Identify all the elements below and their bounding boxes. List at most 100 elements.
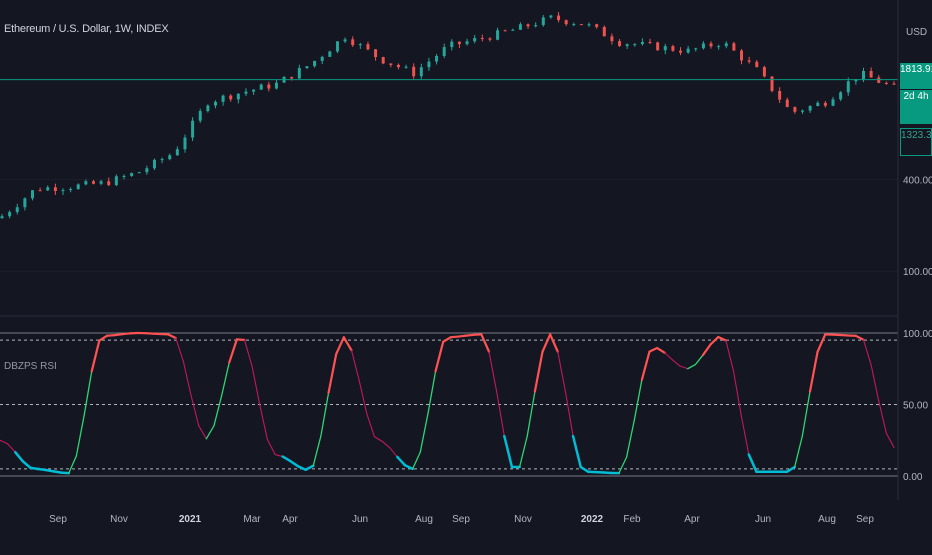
rsi-segment bbox=[871, 365, 879, 401]
rsi-segment bbox=[466, 335, 474, 336]
rsi-segment bbox=[329, 354, 337, 393]
candle-body bbox=[679, 51, 682, 53]
candle-body bbox=[832, 99, 835, 105]
candle-body bbox=[641, 42, 644, 44]
candle-body bbox=[115, 176, 118, 185]
bar-countdown-tag: 2d 4h bbox=[900, 90, 932, 124]
rsi-segment bbox=[229, 339, 237, 362]
candle-body bbox=[222, 96, 225, 102]
candle-body bbox=[893, 84, 896, 85]
candle-body bbox=[649, 42, 652, 43]
candle-body bbox=[565, 20, 568, 24]
candle-body bbox=[771, 76, 774, 91]
candle-body bbox=[1, 216, 4, 218]
candle-body bbox=[588, 24, 591, 25]
rsi-segment bbox=[176, 338, 184, 361]
candle-body bbox=[435, 56, 438, 62]
rsi-segment bbox=[879, 401, 887, 433]
rsi-segment bbox=[672, 360, 680, 366]
candle-body bbox=[359, 44, 362, 45]
rsi-segment bbox=[397, 457, 405, 465]
indicator-level-lines bbox=[0, 333, 898, 476]
rsi-segment bbox=[695, 355, 703, 365]
candle-body bbox=[92, 181, 95, 184]
candle-body bbox=[374, 49, 377, 57]
candle-body bbox=[511, 30, 514, 31]
rsi-segment bbox=[390, 448, 398, 457]
price-tick-label: 100.00 bbox=[903, 267, 932, 278]
candle-body bbox=[237, 94, 240, 100]
rsi-series[interactable] bbox=[0, 333, 894, 473]
rsi-segment bbox=[458, 336, 466, 337]
candle-body bbox=[77, 184, 80, 189]
candle-body bbox=[145, 168, 148, 172]
rsi-segment bbox=[726, 341, 734, 372]
rsi-segment bbox=[92, 341, 100, 372]
rsi-segment bbox=[413, 452, 421, 469]
rsi-segment bbox=[734, 371, 742, 415]
candle-body bbox=[267, 85, 270, 89]
price-pane-grid bbox=[0, 180, 898, 272]
rsi-segment bbox=[252, 367, 260, 405]
rsi-segment bbox=[711, 337, 719, 344]
reference-price-tag: 1323.31 bbox=[900, 128, 932, 156]
candle-body bbox=[252, 90, 255, 92]
candle-body bbox=[366, 44, 369, 49]
rsi-segment bbox=[69, 456, 77, 473]
rsi-segment bbox=[267, 440, 275, 455]
rsi-segment bbox=[565, 392, 573, 436]
candle-body bbox=[260, 85, 263, 90]
candle-body bbox=[694, 48, 697, 49]
candle-body bbox=[61, 190, 64, 191]
time-axis-label: Nov bbox=[110, 514, 128, 525]
candle-body bbox=[542, 17, 545, 25]
candle-body bbox=[336, 41, 339, 51]
rsi-segment bbox=[313, 436, 321, 466]
time-axis-label: 2021 bbox=[179, 514, 202, 525]
candle-body bbox=[275, 83, 278, 89]
candle-body bbox=[382, 57, 385, 63]
candle-body bbox=[618, 41, 621, 46]
rsi-segment bbox=[795, 436, 803, 467]
rsi-segment bbox=[84, 371, 92, 415]
indicator-tick-label: 50.00 bbox=[903, 401, 928, 412]
rsi-segment bbox=[665, 353, 673, 360]
price-candles[interactable] bbox=[1, 12, 896, 219]
candle-body bbox=[870, 71, 873, 78]
candle-body bbox=[153, 160, 156, 168]
time-axis-label: Nov bbox=[514, 514, 532, 525]
candle-body bbox=[664, 46, 667, 50]
indicator-tick-label: 0.00 bbox=[903, 472, 923, 483]
candle-body bbox=[466, 41, 469, 44]
candle-body bbox=[39, 190, 42, 191]
candle-body bbox=[557, 16, 560, 21]
rsi-segment bbox=[520, 436, 528, 467]
rsi-segment bbox=[260, 405, 268, 440]
rsi-segment bbox=[627, 421, 635, 458]
rsi-segment bbox=[351, 350, 359, 380]
candle-body bbox=[138, 172, 141, 173]
candle-body bbox=[702, 43, 705, 48]
rsi-segment bbox=[245, 340, 253, 367]
candle-body bbox=[107, 181, 110, 185]
candle-body bbox=[450, 42, 453, 47]
rsi-segment bbox=[206, 426, 214, 439]
rsi-segment bbox=[214, 396, 222, 426]
time-axis-label: 2022 bbox=[581, 514, 604, 525]
symbol-title[interactable]: Ethereum / U.S. Dollar, 1W, INDEX bbox=[4, 23, 169, 35]
rsi-segment bbox=[680, 366, 688, 369]
rsi-segment bbox=[8, 444, 16, 452]
candle-body bbox=[809, 106, 812, 111]
candle-body bbox=[816, 103, 819, 106]
rsi-segment bbox=[283, 457, 291, 462]
rsi-segment bbox=[420, 414, 428, 452]
indicator-title[interactable]: DBZPS RSI bbox=[4, 361, 57, 372]
candle-body bbox=[427, 62, 430, 68]
candle-body bbox=[313, 61, 316, 66]
candle-body bbox=[496, 30, 499, 39]
rsi-segment bbox=[428, 371, 436, 414]
rsi-segment bbox=[550, 334, 558, 351]
